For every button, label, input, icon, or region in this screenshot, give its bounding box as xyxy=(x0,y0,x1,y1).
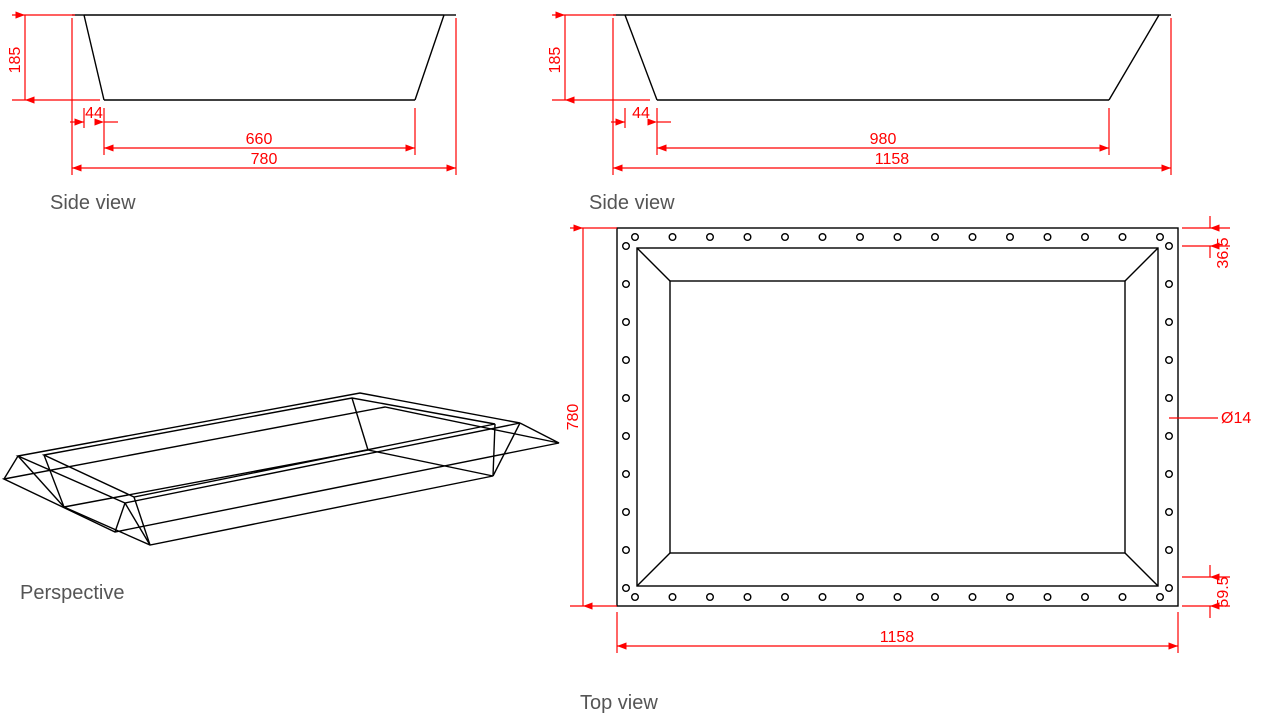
flange-hole xyxy=(1119,594,1126,601)
flange-hole xyxy=(623,585,630,592)
flange-hole xyxy=(1044,594,1051,601)
flange-hole xyxy=(669,594,676,601)
flange-hole xyxy=(857,594,864,601)
dim-36-5: 36.5 xyxy=(1215,237,1232,268)
flange-hole xyxy=(932,234,939,241)
flange-hole xyxy=(969,234,976,241)
dim-dia14: Ø14 xyxy=(1221,410,1251,427)
flange-hole xyxy=(1166,585,1173,592)
flange-hole xyxy=(894,234,901,241)
flange-hole xyxy=(782,234,789,241)
flange-hole xyxy=(1082,594,1089,601)
flange-hole xyxy=(632,594,639,601)
flange-hole xyxy=(744,594,751,601)
flange-hole xyxy=(707,234,714,241)
top-view: 780 1158 36.5 59.5 Ø14 xyxy=(0,0,1272,725)
flange-hole xyxy=(623,357,630,364)
flange-hole xyxy=(623,471,630,478)
flange-hole xyxy=(744,234,751,241)
flange-hole xyxy=(623,319,630,326)
flange-hole xyxy=(1166,433,1173,440)
flange-hole xyxy=(1007,594,1014,601)
dim-1158-top: 1158 xyxy=(880,629,915,646)
flange-hole xyxy=(623,281,630,288)
flange-hole xyxy=(1166,395,1173,402)
flange-hole xyxy=(1157,594,1164,601)
flange-hole xyxy=(623,433,630,440)
flange-hole xyxy=(1166,471,1173,478)
flange-hole xyxy=(1044,234,1051,241)
flange-hole xyxy=(819,234,826,241)
flange-hole xyxy=(932,594,939,601)
flange-hole xyxy=(1119,234,1126,241)
flange-hole xyxy=(1166,509,1173,516)
flange-hole xyxy=(894,594,901,601)
flange-hole xyxy=(1166,243,1173,250)
flange-hole xyxy=(857,234,864,241)
dim-780-top: 780 xyxy=(565,404,582,431)
flange-hole xyxy=(1082,234,1089,241)
flange-hole xyxy=(1007,234,1014,241)
flange-hole xyxy=(819,594,826,601)
dim-59-5: 59.5 xyxy=(1215,576,1232,607)
flange-hole xyxy=(782,594,789,601)
flange-hole xyxy=(1166,281,1173,288)
flange-hole xyxy=(1166,547,1173,554)
flange-hole xyxy=(632,234,639,241)
flange-hole xyxy=(623,395,630,402)
flange-hole xyxy=(623,547,630,554)
flange-hole xyxy=(623,243,630,250)
flange-hole xyxy=(707,594,714,601)
flange-hole xyxy=(623,509,630,516)
flange-hole xyxy=(1166,319,1173,326)
flange-hole xyxy=(1157,234,1164,241)
flange-hole xyxy=(969,594,976,601)
flange-hole xyxy=(669,234,676,241)
flange-hole xyxy=(1166,357,1173,364)
